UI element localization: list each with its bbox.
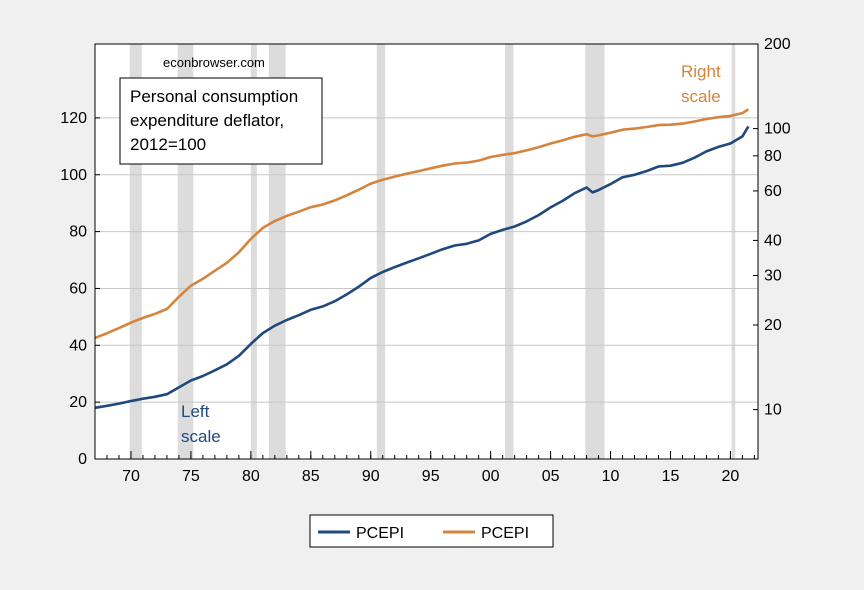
left-scale-label-line-1: Left — [181, 402, 210, 421]
recession-band-6 — [585, 44, 605, 459]
right-tick-label-60: 60 — [764, 183, 782, 200]
recession-band-4 — [376, 44, 386, 459]
annotation-box — [119, 77, 323, 165]
axes: 0 20 40 60 80 100 120 10 20 30 40 60 80 100 200 70 75 80 8… — [60, 36, 791, 485]
left-tick-label-60: 60 — [69, 280, 87, 297]
x-tick-label-1970: 70 — [122, 468, 140, 485]
legend-box — [309, 514, 554, 548]
right-tick-label-80: 80 — [764, 148, 782, 165]
right-tick-label-10: 10 — [764, 402, 782, 419]
x-tick-label-1980: 80 — [242, 468, 260, 485]
recession-band-5 — [505, 44, 514, 459]
right-tick-label-40: 40 — [764, 232, 782, 249]
right-scale-label-line-1: Right — [681, 62, 721, 81]
annotation-line-1: Personal consumption — [130, 87, 298, 106]
recession-band-7 — [731, 44, 736, 459]
series-line-left — [94, 125, 750, 410]
legend-label-left: PCEPI — [356, 525, 404, 542]
recession-band-2 — [250, 44, 257, 459]
legend-label-right: PCEPI — [481, 525, 529, 542]
x-tick-label-2010: 10 — [602, 468, 620, 485]
right-tick-label-20: 20 — [764, 317, 782, 334]
series-lines — [94, 108, 750, 410]
left-tick-label-100: 100 — [60, 167, 87, 184]
left-scale-label-line-2: scale — [181, 427, 221, 446]
recession-band-0 — [129, 44, 142, 459]
plot-frame — [94, 43, 759, 460]
x-tick-label-1985: 85 — [302, 468, 320, 485]
x-tick-label-2020: 20 — [722, 468, 740, 485]
right-tick-label-200: 200 — [764, 36, 791, 53]
annotation-line-3: 2012=100 — [130, 135, 206, 154]
series-line-right — [94, 108, 750, 340]
x-tick-label-2005: 05 — [542, 468, 560, 485]
left-tick-label-20: 20 — [69, 394, 87, 411]
right-tick-label-100: 100 — [764, 121, 791, 138]
legend: PCEPI PCEPI — [309, 514, 554, 548]
left-tick-label-40: 40 — [69, 337, 87, 354]
x-tick-label-2000: 00 — [482, 468, 500, 485]
source-label: econbrowser.com — [163, 55, 265, 70]
x-tick-label-1990: 90 — [362, 468, 380, 485]
left-tick-label-0: 0 — [78, 451, 87, 468]
x-tick-label-1975: 75 — [182, 468, 200, 485]
left-tick-label-120: 120 — [60, 110, 87, 127]
annotation-line-2: expenditure deflator, — [130, 111, 284, 130]
x-tick-label-2015: 15 — [662, 468, 680, 485]
x-tick-label-1995: 95 — [422, 468, 440, 485]
right-scale-label-line-2: scale — [681, 87, 721, 106]
right-tick-label-30: 30 — [764, 268, 782, 285]
left-tick-label-80: 80 — [69, 224, 87, 241]
